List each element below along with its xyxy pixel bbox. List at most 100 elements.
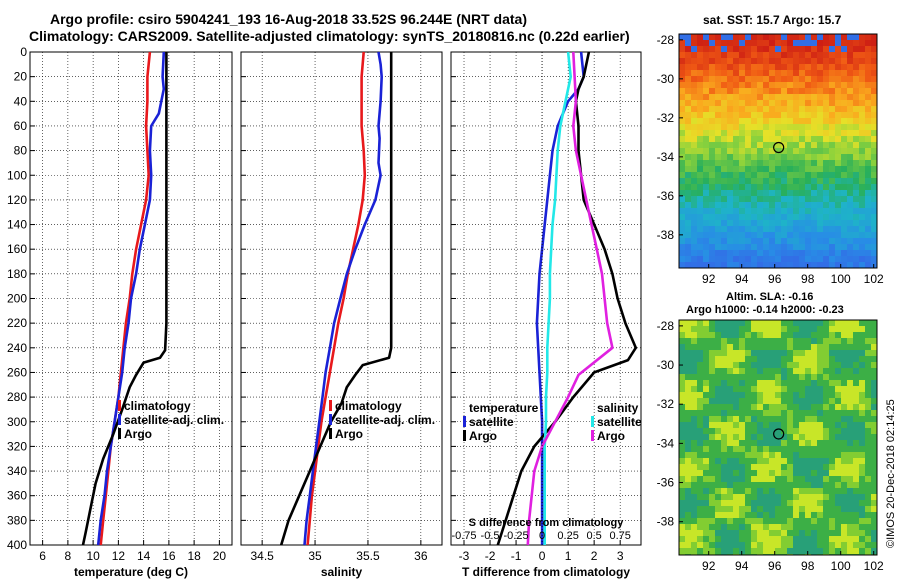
heatmap-cell <box>871 392 877 399</box>
heatmap-cell <box>751 398 758 405</box>
heatmap-cell <box>823 404 830 411</box>
heatmap-cell <box>859 386 866 393</box>
heatmap-cell <box>715 118 722 125</box>
heatmap-cell <box>835 214 842 221</box>
heatmap-cell <box>757 256 764 263</box>
heatmap-cell <box>841 536 848 543</box>
legend-label: satellite-adj. clim. <box>335 413 435 427</box>
heatmap-cell <box>709 148 716 155</box>
heatmap-cell <box>817 82 824 89</box>
heatmap-cell <box>799 130 806 137</box>
heatmap-cell <box>817 338 824 345</box>
heatmap-cell <box>799 368 806 375</box>
heatmap-cell <box>739 506 746 513</box>
heatmap-cell <box>787 154 794 161</box>
heatmap-cell <box>769 368 776 375</box>
heatmap-cell <box>847 350 854 357</box>
heatmap-cell <box>727 392 734 399</box>
heatmap-cell <box>811 226 818 233</box>
heatmap-cell <box>691 58 698 65</box>
heatmap-cell <box>715 470 722 477</box>
heatmap-cell <box>805 386 812 393</box>
x-tick-label: 12 <box>112 549 126 563</box>
heatmap-cell <box>745 70 752 77</box>
heatmap-cell <box>745 548 752 555</box>
heatmap-cell <box>841 178 848 185</box>
heatmap-cell <box>829 124 836 131</box>
heatmap-cell <box>691 320 698 327</box>
heatmap-cell <box>829 178 836 185</box>
heatmap-cell <box>811 464 818 471</box>
heatmap-cell <box>793 350 800 357</box>
heatmap-cell <box>691 232 698 239</box>
heatmap-cell <box>817 392 824 399</box>
heatmap-cell <box>775 500 782 507</box>
heatmap-cell <box>817 524 824 531</box>
heatmap-cell <box>781 100 788 107</box>
heatmap-cell <box>733 160 740 167</box>
heatmap-cell <box>739 190 746 197</box>
heatmap-cell <box>697 434 704 441</box>
heatmap-cell <box>697 350 704 357</box>
heatmap-cell <box>829 398 836 405</box>
heatmap-cell <box>697 542 704 549</box>
heatmap-cell <box>697 320 704 327</box>
heatmap-cell <box>799 446 806 453</box>
heatmap-cell <box>775 416 782 423</box>
heatmap-cell <box>739 124 746 131</box>
heatmap-cell <box>721 542 728 549</box>
heatmap-cell <box>799 64 806 71</box>
heatmap-cell <box>817 76 824 83</box>
heatmap-cell <box>841 238 848 245</box>
heatmap-cell <box>841 476 848 483</box>
heatmap-cell <box>805 166 812 173</box>
heatmap-cell <box>733 404 740 411</box>
heatmap-cell <box>781 112 788 119</box>
heatmap-cell <box>811 500 818 507</box>
heatmap-cell <box>817 136 824 143</box>
heatmap-cell <box>829 428 836 435</box>
heatmap-cell <box>739 94 746 101</box>
heatmap-cell <box>835 422 842 429</box>
heatmap-cell <box>715 52 722 59</box>
heatmap-cell <box>691 52 698 59</box>
heatmap-cell <box>697 262 704 268</box>
heatmap-cell <box>691 464 698 471</box>
heatmap-cell <box>775 262 782 268</box>
y-tick-label: 240 <box>7 341 27 355</box>
heatmap-cell <box>859 464 866 471</box>
heatmap-cell <box>721 64 728 71</box>
heatmap-cell <box>685 344 692 351</box>
heatmap-cell <box>817 536 824 543</box>
heatmap-cell <box>733 100 740 107</box>
heatmap-cell <box>775 488 782 495</box>
heatmap-cell <box>763 446 770 453</box>
heatmap-cell <box>829 410 836 417</box>
heatmap-cell <box>871 482 877 489</box>
heatmap-cell <box>751 148 758 155</box>
heatmap-cell <box>829 368 836 375</box>
heatmap-cell <box>823 392 830 399</box>
heatmap-cell <box>757 356 764 363</box>
heatmap-cell <box>793 386 800 393</box>
heatmap-cell <box>733 380 740 387</box>
heatmap-cell <box>847 262 854 268</box>
heatmap-cell <box>817 58 824 65</box>
heatmap-cell <box>727 226 734 233</box>
heatmap-cell <box>793 208 800 215</box>
heatmap-cell <box>775 94 782 101</box>
heatmap-cell <box>781 356 788 363</box>
heatmap-cell <box>805 422 812 429</box>
heatmap-cell <box>715 536 722 543</box>
heatmap-cell <box>691 112 698 119</box>
heatmap-cell <box>775 422 782 429</box>
map-y-tick-label: -34 <box>657 150 675 164</box>
heatmap-cell <box>709 184 716 191</box>
heatmap-cell <box>745 76 752 83</box>
heatmap-cell <box>829 106 836 113</box>
heatmap-cell <box>757 338 764 345</box>
heatmap-cell <box>721 428 728 435</box>
heatmap-cell <box>847 88 854 95</box>
heatmap-cell <box>679 196 686 203</box>
heatmap-cell <box>679 172 686 179</box>
